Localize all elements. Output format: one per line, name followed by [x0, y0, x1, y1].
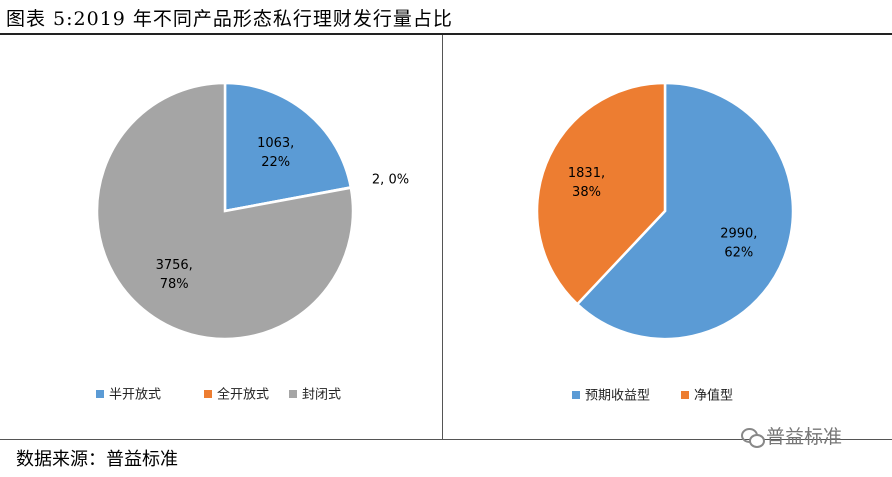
legend-swatch-1: [572, 391, 580, 399]
chart-legend: 预期收益型 净值型: [572, 388, 733, 404]
data-label-percent: 62%: [724, 245, 753, 260]
pie-slice-1: [223, 81, 353, 213]
legend-swatch-3: [289, 390, 297, 398]
legend-label-1: 预期收益型: [585, 389, 650, 404]
data-label-2: 1831, 38%: [568, 166, 605, 200]
legend-label-2: 全开放式: [217, 387, 269, 403]
pie-slice-2: [535, 81, 667, 306]
legend-label-3: 封闭式: [302, 388, 341, 403]
data-label-1: 1063, 22%: [257, 136, 294, 170]
chart-panel-yield-type: 2990, 62% 1831, 38% 预期收益型 净值型: [444, 35, 888, 440]
bottom-divider: [0, 439, 892, 440]
wechat-icon: [740, 425, 765, 449]
data-label-text: 2, 0%: [372, 172, 409, 187]
legend-swatch-1: [96, 390, 104, 398]
watermark-text: 普益标准: [766, 426, 843, 448]
data-label-percent: 38%: [572, 185, 601, 200]
pie-slice-3: [95, 81, 355, 341]
legend-swatch-2: [204, 390, 212, 398]
legend-label-1: 半开放式: [109, 388, 161, 403]
data-label-value: 1831,: [568, 166, 605, 181]
chart-panel-product-form: 1063, 22% 2, 0% 3756, 78% 半开放式 全开放式 封闭式: [4, 35, 443, 440]
pie-chart-product-form: 1063, 22% 2, 0% 3756, 78% 半开放式 全开放式 封闭式: [95, 81, 409, 403]
pie-slices: [95, 81, 355, 341]
data-labels: 2990, 62% 1831, 38%: [568, 166, 758, 260]
legend-label-2: 净值型: [694, 388, 733, 404]
data-label-1: 2990, 62%: [720, 226, 757, 260]
data-label-value: 1063,: [257, 136, 294, 151]
chart-legend: 半开放式 全开放式 封闭式: [96, 387, 341, 403]
data-label-value: 2990,: [720, 226, 757, 241]
pie-slices: [535, 81, 795, 341]
data-labels: 1063, 22% 2, 0% 3756, 78%: [156, 136, 409, 292]
data-label-3: 3756, 78%: [156, 258, 193, 292]
data-label-2: 2, 0%: [372, 172, 409, 187]
data-label-value: 3756,: [156, 258, 193, 273]
title-divider: [0, 33, 892, 35]
data-source-note: 数据来源：普益标准: [16, 449, 178, 470]
figure-title: 图表 5:2019 年不同产品形态私行理财发行量占比: [6, 8, 453, 30]
legend-swatch-2: [681, 391, 689, 399]
data-label-percent: 78%: [160, 277, 189, 292]
pie-slice-1: [575, 81, 795, 341]
data-label-percent: 22%: [261, 155, 290, 170]
watermark: 普益标准: [740, 421, 842, 453]
pie-chart-yield-type: 2990, 62% 1831, 38% 预期收益型 净值型: [535, 81, 795, 404]
